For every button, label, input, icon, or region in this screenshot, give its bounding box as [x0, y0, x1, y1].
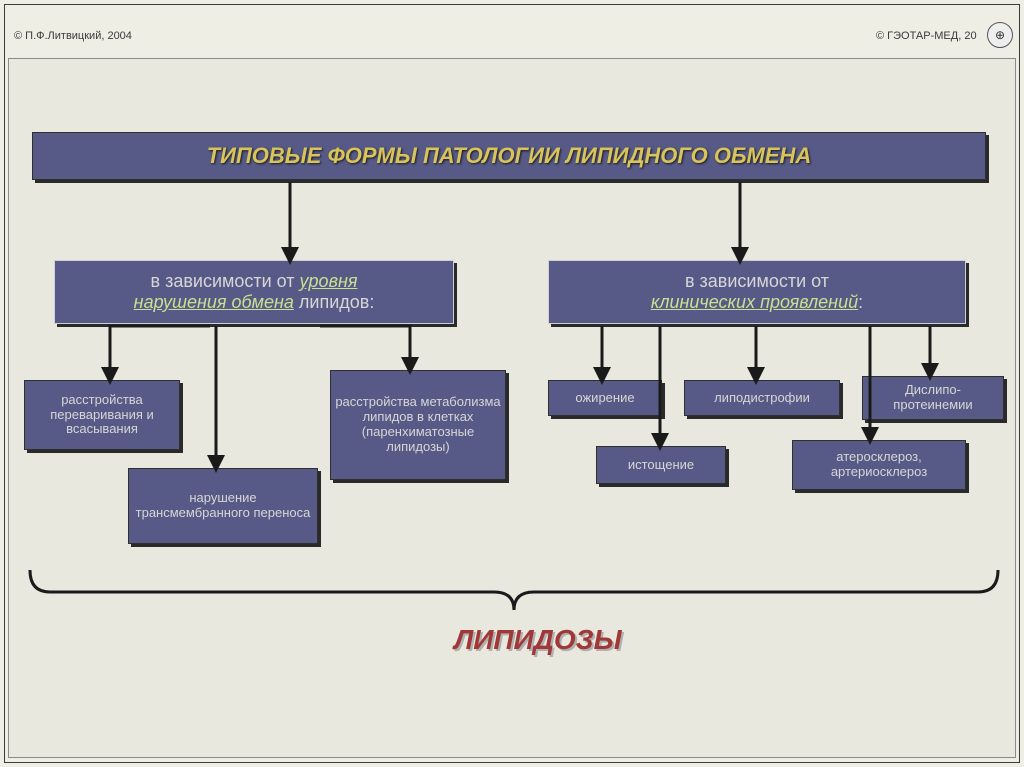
- leaf-l3: расстройства метаболизма липидов в клетк…: [330, 370, 506, 480]
- copyright-right: © ГЭОТАР-МЕД, 20: [876, 30, 977, 42]
- title-box: ТИПОВЫЕ ФОРМЫ ПАТОЛОГИИ ЛИПИДНОГО ОБМЕНА: [32, 132, 986, 180]
- leaf-r2: липодистрофии: [684, 380, 840, 416]
- branch-left: в зависимости от уровнянарушения обмена …: [54, 260, 454, 324]
- copyright-left: © П.Ф.Литвицкий, 2004: [14, 30, 132, 42]
- leaf-r4: истощение: [596, 446, 726, 484]
- branch-right: в зависимости отклинических проявлений:: [548, 260, 966, 324]
- leaf-r5: атеросклероз, артериосклероз: [792, 440, 966, 490]
- leaf-l2: нарушение трансмембранного переноса: [128, 468, 318, 544]
- leaf-l1: расстройства переваривания и всасывания: [24, 380, 180, 450]
- logo-icon: ⊕: [987, 22, 1013, 48]
- slide-root: © П.Ф.Литвицкий, 2004 © ГЭОТАР-МЕД, 20 ⊕ ТИ…: [0, 0, 1024, 767]
- bottom-label: ЛИПИДОЗЫ: [454, 624, 622, 656]
- leaf-r3: Дислипо- протеинемии: [862, 376, 1004, 420]
- leaf-r1: ожирение: [548, 380, 662, 416]
